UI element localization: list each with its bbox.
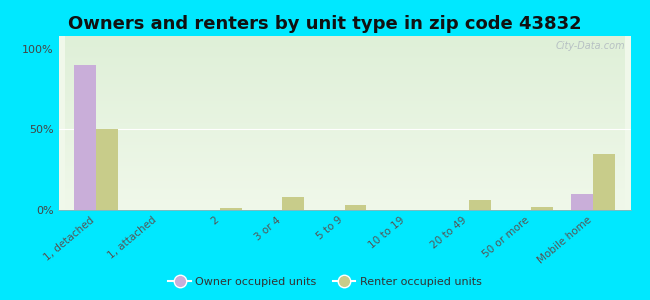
Bar	[531, 207, 552, 210]
Bar	[593, 154, 615, 210]
Bar	[571, 194, 593, 210]
Bar	[344, 205, 366, 210]
Text: Owners and renters by unit type in zip code 43832: Owners and renters by unit type in zip c…	[68, 15, 582, 33]
Bar	[469, 200, 491, 210]
Bar	[96, 129, 118, 210]
Bar	[220, 208, 242, 210]
Bar	[74, 65, 96, 210]
Legend: Owner occupied units, Renter occupied units: Owner occupied units, Renter occupied un…	[164, 273, 486, 291]
Bar	[282, 197, 304, 210]
Text: City-Data.com: City-Data.com	[555, 41, 625, 51]
